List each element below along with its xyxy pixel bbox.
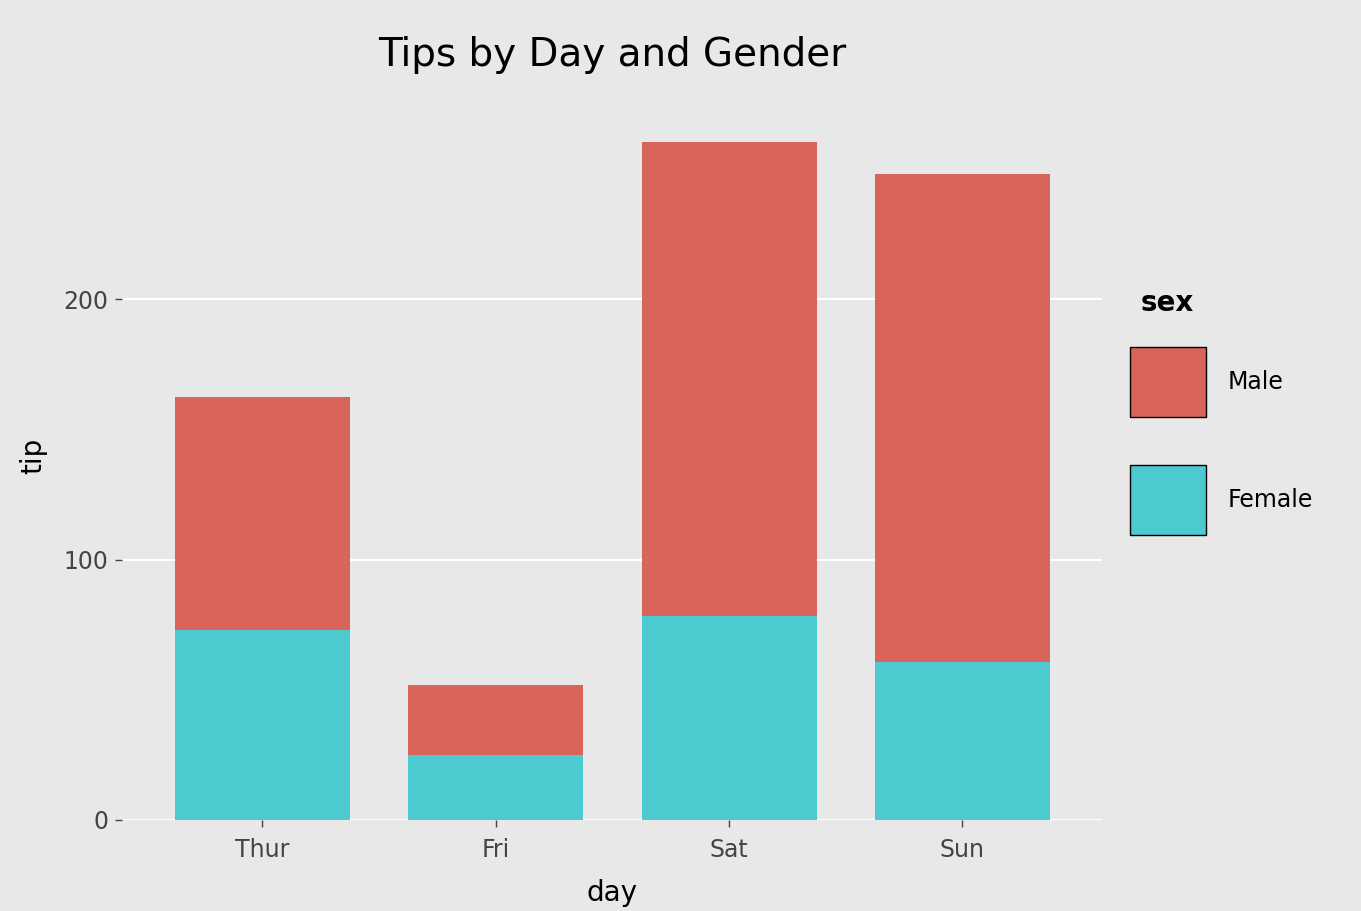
Text: sex: sex: [1141, 290, 1194, 317]
FancyBboxPatch shape: [1130, 347, 1206, 417]
Bar: [176, 397, 350, 630]
Text: Male: Male: [1228, 370, 1283, 394]
Bar: [875, 174, 1049, 662]
Text: Female: Female: [1228, 487, 1313, 512]
Bar: [408, 754, 584, 820]
Title: Tips by Day and Gender: Tips by Day and Gender: [378, 36, 847, 74]
Y-axis label: tip: tip: [19, 437, 46, 474]
Bar: [641, 142, 817, 616]
Bar: [176, 630, 350, 820]
FancyBboxPatch shape: [1130, 465, 1206, 535]
Bar: [408, 685, 584, 754]
Bar: [641, 616, 817, 820]
X-axis label: day: day: [587, 878, 638, 906]
Bar: [875, 662, 1049, 820]
